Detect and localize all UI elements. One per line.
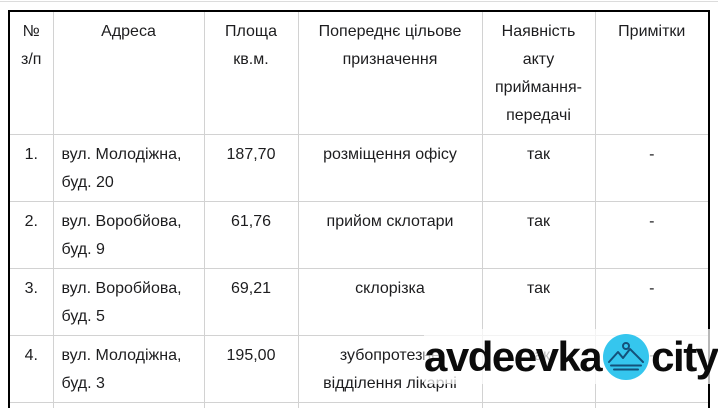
page-top-divider bbox=[0, 1, 718, 2]
column-header-purpose: Попереднє цільове призначення bbox=[297, 10, 483, 135]
cell-purpose: склорізка bbox=[297, 268, 483, 336]
cell-area: 59,10 bbox=[203, 402, 299, 408]
cell-num: 2. bbox=[8, 201, 54, 269]
table-row: 2. вул. Воробйова, буд. 9 61,76 прийом с… bbox=[8, 201, 710, 269]
cell-num: 5. bbox=[8, 402, 54, 408]
cell-num: 4. bbox=[8, 335, 54, 403]
cell-act: так bbox=[481, 268, 596, 336]
cell-purpose: розміщення офісу bbox=[297, 134, 483, 202]
column-header-address: Адреса bbox=[52, 10, 205, 135]
cell-notes: - bbox=[594, 134, 710, 202]
table-header-row: № з/п Адреса Площа кв.м. Попереднє цільо… bbox=[8, 10, 710, 135]
table-row: 5. вул. Воробйова, буд. 7 59,10 поштове … bbox=[8, 402, 710, 408]
cell-area: 195,00 bbox=[203, 335, 299, 403]
cell-num: 1. bbox=[8, 134, 54, 202]
offers-table: № з/п Адреса Площа кв.м. Попереднє цільо… bbox=[8, 10, 710, 408]
cell-address: вул. Молодіжна, буд. 20 bbox=[52, 134, 205, 202]
cell-address: вул. Воробйова, буд. 5 bbox=[52, 268, 205, 336]
brand-text-right: city bbox=[651, 332, 718, 380]
brand-text-left: avdeevka bbox=[424, 332, 603, 380]
cell-notes: - bbox=[594, 268, 710, 336]
cell-act: так bbox=[481, 201, 596, 269]
cell-num: 3. bbox=[8, 268, 54, 336]
cell-purpose: прийом склотари bbox=[297, 201, 483, 269]
cell-act: так bbox=[481, 134, 596, 202]
cell-address: вул. Молодіжна, буд. 3 bbox=[52, 335, 205, 403]
column-header-act: Наявність акту приймання-передачі bbox=[481, 10, 596, 135]
cell-area: 187,70 bbox=[203, 134, 299, 202]
cell-act: так bbox=[481, 402, 596, 408]
cell-address: вул. Воробйова, буд. 9 bbox=[52, 201, 205, 269]
cell-area: 69,21 bbox=[203, 268, 299, 336]
cell-notes: - bbox=[594, 201, 710, 269]
column-header-area: Площа кв.м. bbox=[203, 10, 299, 135]
mountain-lake-icon bbox=[603, 333, 650, 380]
cell-notes bbox=[594, 402, 710, 408]
column-header-num: № з/п bbox=[8, 10, 54, 135]
table-row: 1. вул. Молодіжна, буд. 20 187,70 розміщ… bbox=[8, 134, 710, 202]
cell-purpose: зубопротезне відділення лікарні bbox=[297, 335, 483, 403]
table-row: 3. вул. Воробйова, буд. 5 69,21 склорізк… bbox=[8, 268, 710, 336]
cell-purpose: поштове відділення bbox=[297, 402, 483, 408]
column-header-notes: Примітки bbox=[594, 10, 710, 135]
cell-address: вул. Воробйова, буд. 7 bbox=[52, 402, 205, 408]
watermark: avdeevka city bbox=[424, 329, 718, 384]
cell-area: 61,76 bbox=[203, 201, 299, 269]
